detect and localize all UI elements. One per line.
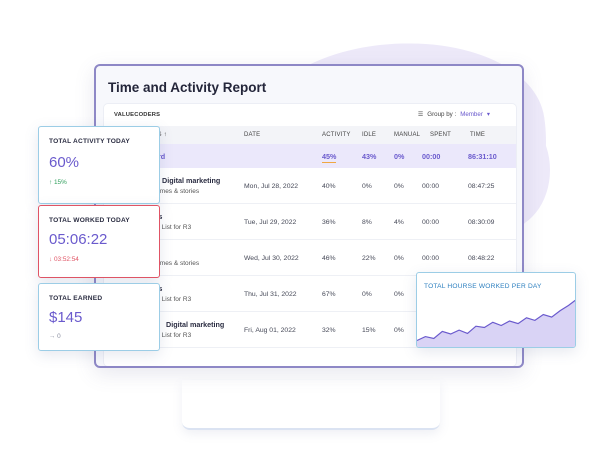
total-row: ard 45% 43% 0% 00:00 86:31:10 bbox=[104, 144, 516, 168]
total-earned-delta: → 0 bbox=[49, 333, 61, 340]
table-row[interactable]: Digital marketing rames & stories Mon, J… bbox=[104, 168, 516, 204]
row-activity: 46% bbox=[322, 255, 336, 262]
total-activity-card: TOTAL ACTIVITY TODAY 60% ↑ 15% bbox=[38, 126, 160, 204]
total-activity-label: TOTAL ACTIVITY TODAY bbox=[49, 138, 130, 145]
list-filter-icon: ☰ bbox=[417, 112, 424, 118]
total-earned-value: $145 bbox=[49, 309, 83, 326]
company-name: VALUECODERS bbox=[114, 112, 161, 118]
column-header-activity[interactable]: ACTIVITY bbox=[322, 132, 351, 138]
total-manual-value: 0% bbox=[394, 152, 405, 161]
table-row[interactable]: Digital marketing re List for R3 Fri, Au… bbox=[104, 312, 516, 348]
row-date: Mon, Jul 28, 2022 bbox=[244, 183, 299, 190]
column-header-manual[interactable]: MANUAL bbox=[394, 132, 421, 138]
chart-series-line bbox=[417, 299, 575, 342]
hours-worked-chart-card: TOTAL HOURSE WORKED PER DAY bbox=[416, 272, 576, 348]
table-row[interactable]: ns re List for R3 Tue, Jul 29, 2022 36% … bbox=[104, 204, 516, 240]
row-activity: 36% bbox=[322, 219, 336, 226]
total-time-value: 86:31:10 bbox=[468, 152, 497, 161]
row-date: Thu, Jul 31, 2022 bbox=[244, 291, 297, 298]
column-header-name[interactable]: LS ↑ bbox=[154, 132, 167, 138]
row-date: Fri, Aug 01, 2022 bbox=[244, 327, 296, 334]
row-manual: 4% bbox=[394, 219, 404, 226]
table-header: LS ↑ DATE ACTIVITY IDLE MANUAL SPENT TIM… bbox=[104, 126, 516, 144]
chevron-down-icon: ▾ bbox=[486, 111, 490, 118]
total-idle-value: 43% bbox=[362, 152, 377, 161]
table-row[interactable]: rames & stories Wed, Jul 30, 2022 46% 22… bbox=[104, 240, 516, 276]
row-time: 08:48:22 bbox=[468, 255, 495, 262]
row-task: rames & stories bbox=[154, 188, 200, 195]
total-activity-delta: ↑ 15% bbox=[49, 179, 67, 186]
row-task: re List for R3 bbox=[154, 224, 192, 231]
report-title: Time and Activity Report bbox=[108, 80, 267, 95]
total-activity-value: 60% bbox=[49, 154, 80, 171]
row-task: re List for R3 bbox=[154, 296, 192, 303]
group-by-selector[interactable]: ☰ Group by : Member ▾ bbox=[418, 111, 490, 118]
row-idle: 0% bbox=[362, 291, 372, 298]
column-header-date[interactable]: DATE bbox=[244, 132, 261, 138]
chart-title: TOTAL HOURSE WORKED PER DAY bbox=[424, 283, 542, 290]
row-manual: 0% bbox=[394, 327, 404, 334]
row-project: Digital marketing bbox=[162, 176, 221, 185]
row-date: Tue, Jul 29, 2022 bbox=[244, 219, 297, 226]
row-spent: 00:00 bbox=[422, 183, 440, 190]
row-project: Digital marketing bbox=[166, 320, 225, 329]
row-idle: 15% bbox=[362, 327, 376, 334]
total-activity-value: 45% bbox=[322, 152, 337, 163]
row-activity: 67% bbox=[322, 291, 336, 298]
total-spent-value: 00:00 bbox=[422, 152, 441, 161]
row-spent: 00:00 bbox=[422, 255, 440, 262]
table-toolbar: VALUECODERS ☰ Group by : Member ▾ bbox=[104, 104, 516, 126]
row-date: Wed, Jul 30, 2022 bbox=[244, 255, 299, 262]
row-idle: 22% bbox=[362, 255, 376, 262]
row-task: rames & stories bbox=[154, 260, 200, 267]
row-activity: 40% bbox=[322, 183, 336, 190]
row-manual: 0% bbox=[394, 255, 404, 262]
total-worked-value: 05:06:22 bbox=[49, 231, 108, 248]
row-task: re List for R3 bbox=[154, 332, 192, 339]
row-spent: 00:00 bbox=[422, 219, 440, 226]
hours-worked-chart bbox=[417, 299, 575, 347]
column-header-spent[interactable]: SPENT bbox=[430, 132, 452, 138]
row-activity: 32% bbox=[322, 327, 336, 334]
total-worked-card: TOTAL WORKED TODAY 05:06:22 ↓ 03:52:54 bbox=[38, 205, 160, 278]
group-by-label: Group by : bbox=[427, 111, 457, 118]
time-activity-report-panel: Time and Activity Report VALUECODERS ☰ G… bbox=[94, 64, 524, 368]
row-time: 08:30:09 bbox=[468, 219, 495, 226]
row-manual: 0% bbox=[394, 183, 404, 190]
row-idle: 8% bbox=[362, 219, 372, 226]
group-by-value: Member bbox=[460, 111, 483, 118]
row-manual: 0% bbox=[394, 291, 404, 298]
total-earned-card: TOTAL EARNED $145 → 0 bbox=[38, 283, 160, 351]
row-time: 08:47:25 bbox=[468, 183, 495, 190]
row-idle: 0% bbox=[362, 183, 372, 190]
background-card bbox=[182, 380, 440, 430]
column-header-time[interactable]: TIME bbox=[470, 132, 486, 138]
column-header-idle[interactable]: IDLE bbox=[362, 132, 377, 138]
total-earned-label: TOTAL EARNED bbox=[49, 295, 103, 302]
total-worked-label: TOTAL WORKED TODAY bbox=[49, 217, 130, 224]
total-worked-delta: ↓ 03:52:54 bbox=[49, 256, 79, 263]
chart-area-fill bbox=[417, 300, 575, 347]
